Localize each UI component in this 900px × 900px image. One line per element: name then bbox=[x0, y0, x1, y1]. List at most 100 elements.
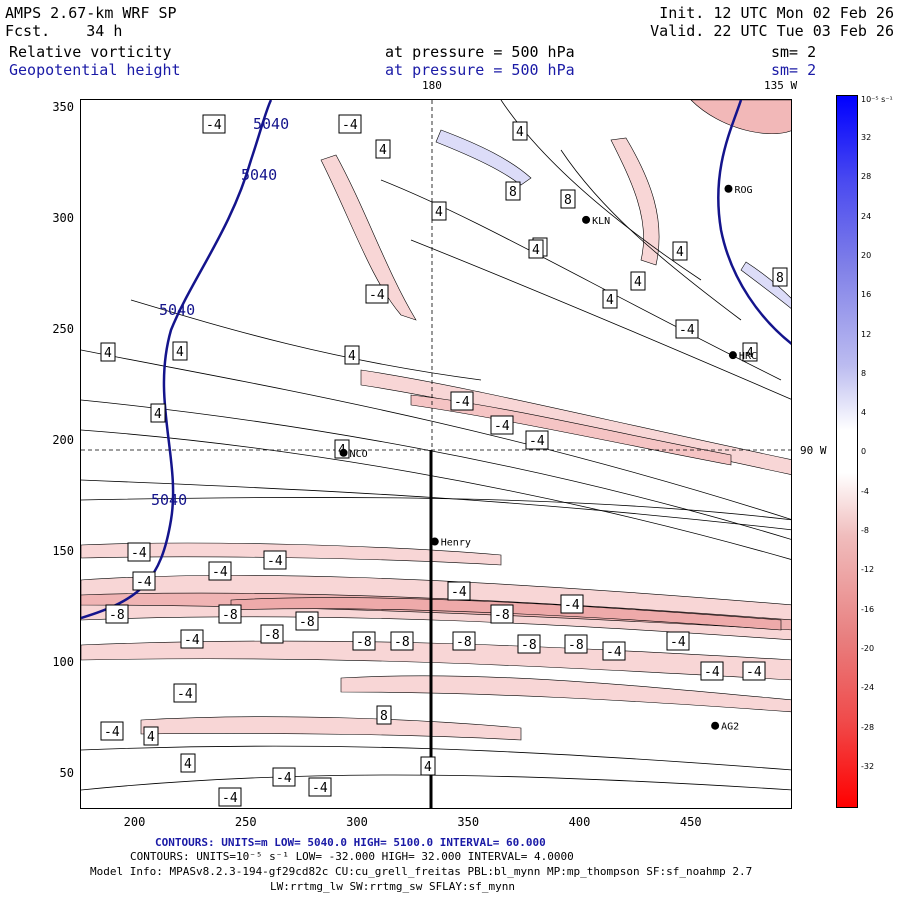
svg-text:-4: -4 bbox=[606, 645, 622, 660]
svg-text:4: 4 bbox=[379, 143, 387, 158]
vorticity-label: -4 bbox=[675, 319, 699, 339]
vorticity-label: -4 bbox=[365, 284, 389, 304]
svg-text:-4: -4 bbox=[131, 546, 147, 561]
svg-text:4: 4 bbox=[606, 293, 614, 308]
vorticity-label: -4 bbox=[490, 415, 514, 435]
colorbar-tick-label: -12 bbox=[861, 565, 875, 575]
vorticity-label: 4 bbox=[602, 289, 618, 309]
forecast-label: Fcst. 34 h bbox=[5, 22, 122, 40]
station-marker bbox=[430, 537, 439, 546]
vorticity-label: 4 bbox=[143, 726, 159, 746]
svg-text:4: 4 bbox=[104, 346, 112, 361]
station-marker bbox=[711, 721, 720, 730]
footer-line2: CONTOURS: UNITS=10⁻⁵ s⁻¹ LOW= -32.000 HI… bbox=[130, 850, 574, 863]
colorbar-tick-label: 32 bbox=[861, 133, 872, 142]
colorbar-tick-label: 8 bbox=[861, 368, 867, 378]
svg-text:8: 8 bbox=[380, 709, 388, 724]
height-label: 5040 bbox=[151, 491, 187, 509]
station-marker bbox=[724, 184, 733, 193]
vorticity-label: -4 bbox=[263, 550, 287, 570]
positive-vorticity-fill bbox=[435, 129, 791, 309]
y-tick-label: 350 bbox=[52, 99, 74, 114]
svg-text:4: 4 bbox=[746, 346, 754, 361]
vorticity-label: 4 bbox=[512, 121, 528, 141]
height-label: 5040 bbox=[241, 166, 277, 184]
colorbar-tick-label: -28 bbox=[861, 722, 875, 732]
svg-text:4: 4 bbox=[435, 205, 443, 220]
vorticity-label: -4 bbox=[173, 683, 197, 703]
reference-lines bbox=[81, 100, 791, 451]
vorticity-label: 4 bbox=[375, 139, 391, 159]
height-label: 5040 bbox=[159, 301, 195, 319]
vorticity-label: -8 bbox=[295, 611, 319, 631]
svg-text:-4: -4 bbox=[222, 791, 238, 806]
footer-line4: LW:rrtmg_lw SW:rrtmg_sw SFLAY:sf_mynn bbox=[270, 880, 516, 893]
x-tick-label: 450 bbox=[679, 815, 702, 829]
svg-text:4: 4 bbox=[424, 760, 432, 775]
svg-text:-4: -4 bbox=[177, 687, 193, 702]
svg-text:4: 4 bbox=[348, 349, 356, 364]
station-label: KLN bbox=[592, 216, 610, 227]
height-labels: 5040 5040 5040 5040 bbox=[151, 115, 289, 509]
vorticity-label: 4 bbox=[742, 342, 758, 362]
station-marker bbox=[728, 351, 737, 360]
vorticity-label: -4 bbox=[447, 581, 471, 601]
fcst-value: 34 h bbox=[86, 22, 123, 40]
svg-text:4: 4 bbox=[532, 243, 540, 258]
colorbar-tick-label: -8 bbox=[861, 526, 869, 535]
x-tick-label: 200 bbox=[123, 815, 146, 829]
vorticity-label: -8 bbox=[490, 604, 514, 624]
vorticity-label: -4 bbox=[218, 787, 242, 807]
vorticity-label: 8 bbox=[772, 267, 788, 287]
svg-text:4: 4 bbox=[147, 730, 155, 745]
colorbar-units: 10⁻⁵ s⁻¹ bbox=[861, 95, 893, 104]
vorticity-label: 4 bbox=[630, 271, 646, 291]
vorticity-label: -4 bbox=[602, 641, 626, 661]
lon-135w-label: 135 W bbox=[764, 79, 798, 92]
vorticity-label: -4 bbox=[208, 561, 232, 581]
y-tick-label: 150 bbox=[52, 543, 74, 558]
lat-label: 90 W bbox=[800, 444, 827, 457]
vorticity-label: 4 bbox=[672, 241, 688, 261]
vorticity-labels: -4-4448844-44444-4444-4-4-444-4-4-4-4-8-… bbox=[100, 114, 788, 807]
vorticity-label: -8 bbox=[105, 604, 129, 624]
field2-name: Geopotential height bbox=[9, 61, 181, 79]
svg-text:-4: -4 bbox=[369, 288, 385, 303]
valid-time: Valid. 22 UTC Tue 03 Feb 26 bbox=[650, 22, 894, 40]
colorbar-tick-label: 4 bbox=[861, 408, 867, 418]
svg-text:-4: -4 bbox=[104, 725, 120, 740]
y-tick-label: 250 bbox=[52, 321, 74, 336]
colorbar-tick-label: -24 bbox=[861, 683, 875, 693]
x-tick-label: 400 bbox=[568, 815, 591, 829]
x-tick-label: 350 bbox=[457, 815, 480, 829]
footer-line1: CONTOURS: UNITS=m LOW= 5040.0 HIGH= 5100… bbox=[155, 836, 546, 849]
fcst-label: Fcst. bbox=[5, 22, 51, 40]
y-tick-label: 300 bbox=[52, 210, 74, 225]
vorticity-label: 4 bbox=[528, 239, 544, 259]
vorticity-label: -4 bbox=[127, 542, 151, 562]
vorticity-label: -8 bbox=[452, 631, 476, 651]
svg-text:-4: -4 bbox=[529, 434, 545, 449]
colorbar-tick-label: -16 bbox=[861, 604, 875, 614]
colorbar-tick-label: 12 bbox=[861, 329, 872, 339]
vorticity-label: -8 bbox=[564, 634, 588, 654]
pressure2: at pressure = 500 hPa bbox=[385, 61, 575, 79]
init-time: Init. 12 UTC Mon 02 Feb 26 bbox=[659, 4, 894, 22]
svg-text:8: 8 bbox=[776, 271, 784, 286]
vorticity-label: -4 bbox=[100, 721, 124, 741]
footer-line3: Model Info: MPASv8.2.3-194-gf29cd82c CU:… bbox=[90, 865, 753, 878]
svg-text:4: 4 bbox=[184, 757, 192, 772]
vorticity-label: -4 bbox=[272, 767, 296, 787]
vorticity-label: 8 bbox=[505, 181, 521, 201]
svg-text:4: 4 bbox=[176, 345, 184, 360]
height-label: 5040 bbox=[253, 115, 289, 133]
colorbar bbox=[836, 95, 858, 808]
svg-text:8: 8 bbox=[509, 185, 517, 200]
svg-text:-8: -8 bbox=[568, 638, 584, 653]
svg-text:4: 4 bbox=[634, 275, 642, 290]
svg-text:-4: -4 bbox=[276, 771, 292, 786]
station-marker bbox=[582, 215, 591, 224]
y-tick-label: 50 bbox=[59, 765, 74, 780]
vorticity-label: -4 bbox=[202, 114, 226, 134]
colorbar-tick-label: 0 bbox=[861, 447, 867, 457]
